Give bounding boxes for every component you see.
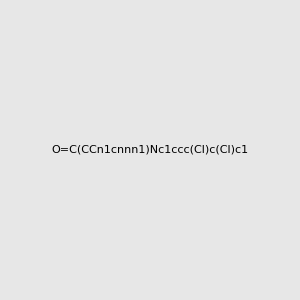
Text: O=C(CCn1cnnn1)Nc1ccc(Cl)c(Cl)c1: O=C(CCn1cnnn1)Nc1ccc(Cl)c(Cl)c1 (51, 145, 249, 155)
